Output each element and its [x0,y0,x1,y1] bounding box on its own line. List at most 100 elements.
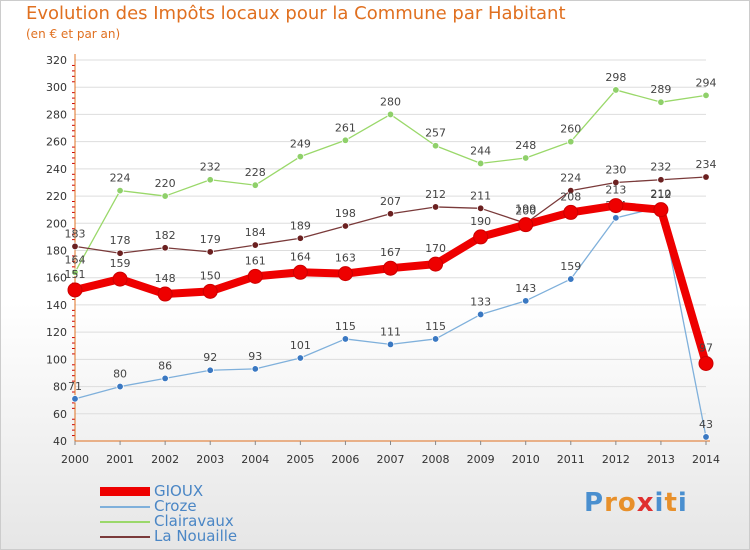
data-label: 164 [290,250,311,263]
data-label: 159 [560,260,581,273]
series-la-nouaille: 183 178 182 179 184 189 198 207 212 211 200 224 230 2… [65,158,717,257]
data-point [612,178,620,187]
data-point [473,229,489,245]
legend-swatch [100,487,150,496]
data-point [518,217,534,233]
data-label: 159 [110,257,131,270]
x-tick-label: 2010 [512,453,540,466]
data-label: 244 [470,144,491,157]
y-tick-label: 280 [46,108,67,121]
legend-label: GIOUX [154,482,204,500]
data-label: 97 [699,341,713,354]
x-tick-label: 2012 [602,453,630,466]
logo-letter: P [584,488,605,518]
legend-label: Clairavaux [154,512,234,530]
data-label: 86 [158,359,172,372]
data-label: 182 [155,229,176,242]
data-label: 71 [68,380,82,393]
data-point [567,137,575,146]
logo-letter: x [636,488,655,518]
data-label: 200 [515,204,536,217]
y-tick-label: 100 [46,353,67,366]
data-label: 249 [290,138,311,151]
data-label: 248 [515,139,536,152]
data-point [71,395,79,403]
data-point [71,242,79,251]
data-point [251,365,259,373]
data-label: 212 [650,188,671,201]
data-label: 261 [335,121,356,134]
data-point [657,176,665,184]
data-point [431,203,440,211]
data-point [161,192,169,200]
data-point [522,297,530,305]
data-point [341,222,350,230]
x-tick-label: 2005 [286,453,314,466]
data-label: 161 [245,254,266,267]
data-label: 163 [335,252,356,265]
y-tick-label: 80 [53,381,67,394]
x-tick-label: 2002 [151,453,179,466]
data-label: 170 [425,242,446,255]
y-tick-label: 140 [46,299,67,312]
data-point [698,355,714,371]
chart-title: Evolution des Impôts locaux pour la Comm… [26,3,566,24]
data-point [567,275,575,283]
data-point [116,382,124,391]
data-point [296,152,305,161]
data-point [341,335,350,343]
data-point [383,260,398,276]
data-label: 115 [335,320,356,333]
data-point [702,91,710,100]
data-label: 151 [65,268,86,281]
data-label: 93 [248,350,262,363]
data-point [251,241,259,249]
data-label: 43 [699,418,713,431]
data-label: 184 [245,226,266,239]
data-label: 228 [245,166,266,179]
logo-letter: t [664,488,678,518]
data-label: 183 [65,227,86,240]
data-point [702,433,710,441]
logo-letter: i [654,488,665,518]
data-point [206,366,214,374]
data-label: 212 [425,188,446,201]
data-label: 115 [425,320,446,333]
data-point [612,214,620,222]
x-tick-label: 2001 [106,453,134,466]
data-point [386,340,395,349]
x-tick-label: 2000 [61,453,89,466]
data-point [206,176,214,184]
data-label: 210 [650,188,671,201]
data-label: 179 [200,233,221,246]
logo-letter: o [617,488,637,518]
data-point [428,256,444,272]
data-point [476,159,485,168]
data-point [608,198,624,214]
y-tick-label: 160 [46,272,67,285]
y-tick-label: 60 [53,408,67,421]
x-tick-label: 2007 [377,453,405,466]
logo-letter: i [677,488,688,518]
data-label: 80 [113,368,127,381]
data-label: 111 [380,325,401,338]
y-tick-label: 40 [53,435,67,448]
data-point [337,266,353,282]
data-point [116,249,124,257]
legend-swatch [100,521,150,523]
data-point [292,264,308,280]
data-point [67,282,83,298]
data-label: 199 [515,203,536,216]
data-label: 164 [65,253,86,266]
data-label: 92 [203,351,217,364]
x-tick-label: 2011 [557,453,585,466]
y-tick-label: 220 [46,190,67,203]
data-point [522,154,530,162]
y-tick-label: 320 [46,54,67,67]
data-point [612,86,620,94]
data-label: 207 [380,195,401,208]
data-label: 213 [605,184,626,197]
chart-subtitle: (en € et par an) [26,27,121,41]
data-label: 230 [605,163,626,176]
